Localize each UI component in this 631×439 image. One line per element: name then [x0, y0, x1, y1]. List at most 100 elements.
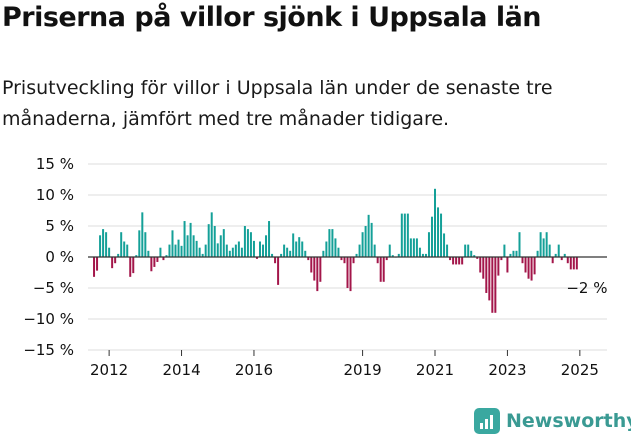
- bar: [265, 235, 268, 257]
- bar: [440, 213, 443, 257]
- x-tick-label: 2012: [90, 361, 128, 379]
- bar: [243, 226, 246, 257]
- bar: [283, 244, 286, 257]
- bar: [258, 241, 261, 257]
- bar: [246, 229, 249, 257]
- y-tick-label: −15 %: [23, 341, 74, 359]
- bar: [412, 238, 415, 257]
- bar: [437, 207, 440, 257]
- x-tick-label: 2025: [561, 361, 599, 379]
- bar: [572, 257, 575, 270]
- bar: [382, 257, 385, 282]
- bar: [388, 244, 391, 257]
- bar: [304, 250, 307, 257]
- bar: [352, 257, 355, 264]
- bar: [213, 226, 216, 257]
- bar: [491, 257, 494, 313]
- bar: [494, 257, 497, 313]
- bar: [485, 257, 488, 293]
- bar: [280, 253, 283, 257]
- bar: [533, 257, 536, 275]
- bar: [482, 257, 485, 279]
- bar: [177, 239, 180, 257]
- bar: [554, 253, 557, 257]
- bar: [225, 244, 228, 257]
- bar: [349, 257, 352, 292]
- y-tick-label: −10 %: [23, 310, 74, 328]
- bar: [443, 233, 446, 257]
- bar: [530, 257, 533, 281]
- bar: [455, 257, 458, 265]
- bar: [563, 253, 566, 257]
- bar: [120, 232, 123, 257]
- bar: [114, 257, 117, 264]
- bar: [458, 257, 461, 265]
- annotation: −2 %: [566, 279, 607, 297]
- bar: [376, 257, 379, 264]
- bar: [105, 232, 108, 257]
- bar: [560, 257, 563, 261]
- bar: [162, 257, 165, 261]
- bar: [117, 253, 120, 257]
- bar: [509, 253, 512, 257]
- bar: [301, 241, 304, 257]
- bar: [204, 244, 207, 257]
- bar: [96, 257, 99, 271]
- bar: [195, 240, 198, 257]
- bar: [449, 257, 452, 261]
- bar: [252, 240, 255, 257]
- bar: [446, 244, 449, 257]
- bar: [575, 257, 578, 270]
- bar: [289, 250, 292, 257]
- bar: [479, 257, 482, 273]
- bar: [189, 222, 192, 257]
- bar: [129, 257, 132, 277]
- x-tick-label: 2023: [488, 361, 526, 379]
- bar: [488, 257, 491, 301]
- bar: [132, 257, 135, 274]
- bar: [198, 247, 201, 257]
- bar: [343, 257, 346, 264]
- x-tick-label: 2014: [162, 361, 200, 379]
- bar: [102, 229, 105, 257]
- bar: [325, 241, 328, 257]
- bar: [470, 250, 473, 257]
- bar: [424, 253, 427, 257]
- bar: [521, 257, 524, 264]
- bar: [379, 257, 382, 282]
- bar: [536, 250, 539, 257]
- bar: [512, 250, 515, 257]
- bar: [358, 244, 361, 257]
- bar: [355, 253, 358, 257]
- bar: [165, 255, 168, 257]
- bar: [415, 238, 418, 257]
- bar: [310, 257, 313, 273]
- bar: [249, 232, 252, 257]
- bar: [473, 255, 476, 257]
- bar: [409, 238, 412, 257]
- bar: [228, 250, 231, 257]
- bar: [147, 250, 150, 257]
- bar: [231, 247, 234, 257]
- bar: [313, 257, 316, 281]
- newsworthy-logo: Newsworthy: [474, 408, 631, 434]
- bar: [216, 243, 219, 257]
- bar: [156, 257, 159, 262]
- y-axis-tick-labels: 15 % 10 % 5 % 0 % −5 % −10 % −15 %: [23, 155, 74, 359]
- bar: [361, 232, 364, 257]
- bar: [518, 232, 521, 257]
- bar: [367, 214, 370, 257]
- annotation-label: −2 %: [566, 279, 607, 297]
- brand-name: Newsworthy: [506, 410, 631, 432]
- chart-title: Priserna på villor sjönk i Uppsala län: [2, 2, 542, 33]
- bar: [210, 212, 213, 257]
- bar: [340, 257, 343, 261]
- bar: [322, 250, 325, 257]
- chart-subtitle: Prisutveckling för villor i Uppsala län …: [2, 77, 553, 130]
- bar: [406, 213, 409, 257]
- bar: [111, 257, 114, 269]
- bar: [500, 257, 503, 261]
- bar: [186, 235, 189, 257]
- bar: [316, 257, 319, 292]
